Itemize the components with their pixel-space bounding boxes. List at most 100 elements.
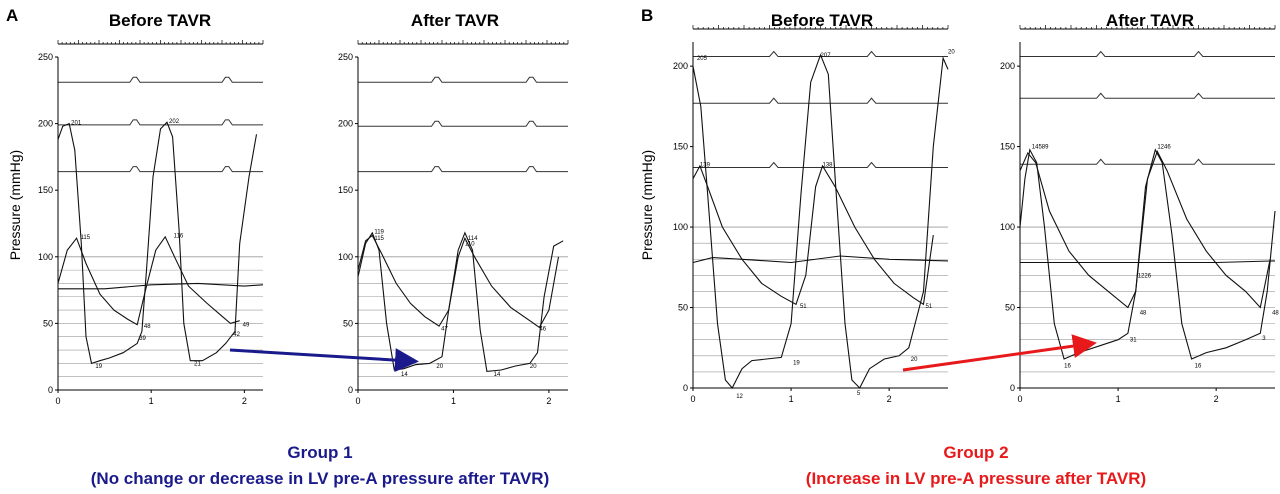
- x-tick-label: 2: [887, 394, 892, 404]
- cursor-label: 20: [948, 50, 955, 56]
- y-tick-label: 150: [1000, 142, 1015, 152]
- cursor-label: 1246: [1157, 145, 1171, 151]
- cursor-label: 115: [374, 236, 384, 242]
- cursor-label: 14589: [1032, 145, 1049, 151]
- reference-trace: [1020, 50, 1275, 57]
- reference-trace: [1020, 92, 1275, 99]
- lv-pressure-trace: [357, 231, 564, 372]
- y-tick-label: 50: [43, 318, 53, 328]
- y-tick-label: 0: [1010, 383, 1015, 393]
- cursor-label: 115: [81, 235, 91, 241]
- y-tick-label: 50: [343, 318, 353, 328]
- x-tick-label: 2: [242, 396, 247, 406]
- cursor-label: 39: [139, 336, 146, 342]
- y-tick-label: 200: [38, 119, 53, 129]
- y-tick-label: 0: [683, 383, 688, 393]
- panel-letter-a: A: [6, 6, 18, 25]
- y-tick-label: 50: [678, 303, 688, 313]
- cursor-label: 42: [233, 332, 240, 338]
- reference-trace: [58, 76, 263, 83]
- cursor-label: 46: [539, 327, 546, 333]
- cursor-label: 21: [194, 361, 201, 367]
- y-tick-label: 100: [1000, 222, 1015, 232]
- lvedp-trace: [1020, 260, 1276, 264]
- lv-pressure-trace: [692, 53, 949, 389]
- cursor-label: 5: [857, 391, 861, 397]
- chart-b-after: 0 50 100 150 200 0 1 2 14589 1246 1226 48 48 31 3 16 16: [1000, 25, 1279, 404]
- x-tick-label: 1: [451, 396, 456, 406]
- y-tick-label: 100: [338, 252, 353, 262]
- cursor-label: 51: [925, 304, 932, 310]
- x-tick-label: 0: [690, 394, 695, 404]
- x-tick-label: 2: [546, 396, 551, 406]
- reference-trace: [358, 120, 568, 127]
- reference-trace: [693, 161, 948, 168]
- cursor-label: 20: [530, 364, 537, 370]
- cursor-label: 14: [401, 372, 408, 378]
- cursor-label: 3: [1262, 336, 1266, 342]
- y-tick-label: 200: [1000, 61, 1015, 71]
- cursor-label: 139: [700, 162, 711, 168]
- reference-trace: [1020, 158, 1275, 165]
- cursor-label: 201: [71, 120, 82, 126]
- y-tick-label: 0: [48, 385, 53, 395]
- reference-trace: [358, 76, 568, 83]
- y-tick-label: 250: [338, 52, 353, 62]
- chart-title-a-before: Before TAVR: [109, 11, 211, 30]
- cursor-label: 114: [468, 236, 478, 242]
- cursor-label: 47: [441, 327, 448, 333]
- x-tick-label: 1: [149, 396, 154, 406]
- cursor-label: 48: [1272, 310, 1279, 316]
- cursor-label: 116: [174, 233, 184, 239]
- cursor-label: 110: [465, 241, 475, 247]
- x-tick-label: 1: [789, 394, 794, 404]
- x-tick-label: 1: [1116, 394, 1121, 404]
- cursor-label: 207: [821, 53, 832, 59]
- x-tick-label: 0: [1017, 394, 1022, 404]
- cursor-label: 49: [243, 323, 250, 329]
- cursor-label: 19: [95, 364, 102, 370]
- lvedp-trace: [58, 282, 264, 290]
- y-tick-label: 150: [338, 185, 353, 195]
- cursor-label: 19: [793, 360, 800, 366]
- cursor-label: 119: [374, 229, 384, 235]
- chart-title-a-after: After TAVR: [411, 11, 499, 30]
- panel-letter-b: B: [641, 6, 653, 25]
- chart-title-b-after: After TAVR: [1106, 11, 1194, 30]
- arrows-layer: [229, 334, 1097, 373]
- cursor-label: 20: [436, 364, 443, 370]
- aortic-pressure-trace: [57, 235, 240, 326]
- group-1-subtitle: (No change or decrease in LV pre-A press…: [91, 469, 550, 488]
- y-tick-label: 150: [673, 142, 688, 152]
- group-2-subtitle: (Increase in LV pre-A pressure after TAV…: [806, 469, 1146, 488]
- transition-arrow: [902, 334, 1097, 372]
- cursor-label: 12: [736, 394, 743, 400]
- y-tick-label: 50: [1005, 303, 1015, 313]
- y-tick-label: 200: [673, 61, 688, 71]
- aortic-pressure-trace: [692, 164, 934, 306]
- cursor-label: 14: [494, 372, 501, 378]
- reference-trace: [358, 166, 568, 173]
- y-axis-label-a: Pressure (mmHg): [7, 150, 23, 260]
- x-tick-label: 0: [355, 396, 360, 406]
- cursor-label: 1226: [1138, 273, 1152, 279]
- group-1-title: Group 1: [287, 443, 352, 462]
- cursor-label: 20: [911, 357, 918, 363]
- cursor-label: 16: [1195, 363, 1202, 369]
- group-2-title: Group 2: [943, 443, 1008, 462]
- reference-trace: [58, 119, 263, 126]
- cursor-label: 202: [169, 119, 180, 125]
- reference-trace: [58, 166, 263, 173]
- transition-arrow: [229, 348, 419, 373]
- chart-title-b-before: Before TAVR: [771, 11, 873, 30]
- x-tick-label: 2: [1214, 394, 1219, 404]
- y-axis-label-b: Pressure (mmHg): [639, 150, 655, 260]
- lv-pressure-trace: [57, 121, 258, 365]
- lv-pressure-trace: [1019, 148, 1276, 360]
- cursor-label: 138: [823, 162, 834, 168]
